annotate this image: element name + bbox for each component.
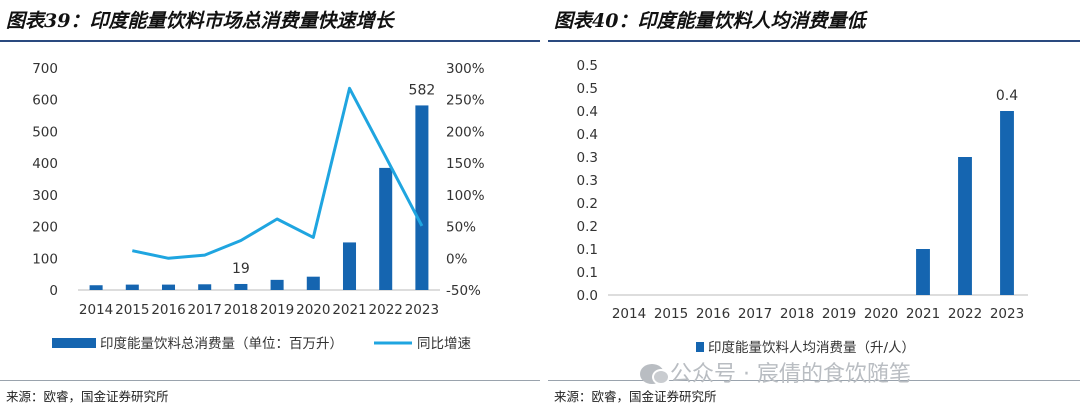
bar-data-label: 19	[232, 261, 250, 277]
left-source-text: 来源：欧睿，国金证券研究所	[6, 389, 169, 404]
x-tick-label: 2019	[260, 302, 294, 318]
bar-total-consumption	[125, 284, 139, 290]
bar-total-consumption	[89, 285, 103, 290]
y-tick-label: 0.3	[577, 150, 598, 166]
y-tick-label: 0.1	[577, 242, 598, 258]
left-y-tick-label: 200	[32, 220, 58, 236]
bar-data-label: 0.4	[996, 88, 1018, 104]
right-y-tick-label: 200%	[446, 124, 485, 140]
left-y-tick-label: 700	[32, 61, 58, 77]
right-y-tick-label: 250%	[446, 93, 485, 109]
right-y-tick-label: 150%	[446, 156, 485, 172]
y-tick-label: 0.0	[577, 288, 598, 304]
x-tick-label: 2018	[780, 306, 814, 322]
y-tick-label: 0.2	[577, 196, 598, 212]
x-tick-label: 2017	[738, 306, 772, 322]
left-source-rule	[0, 380, 540, 381]
y-tick-label: 0.2	[577, 219, 598, 235]
x-tick-label: 2023	[405, 302, 439, 318]
x-tick-label: 2021	[906, 306, 940, 322]
bar-total-consumption	[161, 284, 176, 290]
right-y-tick-label: 0%	[446, 251, 468, 267]
y-tick-label: 0.4	[577, 127, 598, 143]
x-tick-label: 2015	[654, 306, 688, 322]
x-tick-label: 2023	[990, 306, 1024, 322]
x-tick-label: 2020	[296, 302, 330, 318]
bar-per-capita-consumption	[1000, 111, 1014, 295]
legend-bar-swatch	[696, 342, 704, 352]
watermark: 公众号 · 宸倩的食饮随笔	[640, 356, 911, 388]
y-tick-label: 0.4	[577, 104, 598, 120]
legend-bar-swatch	[52, 338, 96, 348]
bar-per-capita-consumption	[958, 157, 972, 295]
right-title-rule	[548, 40, 1080, 42]
bar-total-consumption	[198, 284, 212, 290]
bar-total-consumption	[342, 242, 357, 290]
x-tick-label: 2016	[696, 306, 730, 322]
left-y-tick-label: 600	[32, 93, 58, 109]
x-tick-label: 2020	[864, 306, 898, 322]
left-title-rule	[0, 40, 540, 42]
right-source-rule	[548, 380, 1080, 381]
watermark-text: 公众号 · 宸倩的食饮随笔	[670, 362, 911, 387]
right-y-tick-label: -50%	[446, 283, 481, 299]
bar-total-consumption	[270, 279, 284, 290]
y-tick-label: 0.1	[577, 265, 598, 281]
right-chart-panel: 图表40：印度能量饮料人均消费量低 0.0 0.1 0.1 0.2 0.2 0.3 0.3 0…	[548, 0, 1080, 414]
legend-line-label: 同比增速	[417, 336, 471, 352]
x-tick-label: 2014	[612, 306, 646, 322]
bar-per-capita-consumption	[916, 249, 930, 295]
right-source-text: 来源：欧睿，国金证券研究所	[554, 389, 717, 404]
right-chart-svg: 0.0 0.1 0.1 0.2 0.2 0.3 0.3 0.4 0.4 0.5 0.5 2014 201…	[577, 58, 1028, 356]
x-tick-label: 2016	[151, 302, 185, 318]
x-tick-label: 2015	[115, 302, 149, 318]
y-tick-label: 0.5	[577, 81, 598, 97]
right-y-tick-label: 50%	[446, 220, 476, 236]
left-y-tick-label: 300	[32, 188, 58, 204]
right-y-tick-label: 100%	[446, 188, 485, 204]
right-y-tick-label: 300%	[446, 61, 485, 77]
left-y-tick-label: 0	[49, 283, 58, 299]
x-tick-label: 2018	[224, 302, 258, 318]
bar-total-consumption	[415, 105, 429, 291]
left-y-tick-label: 400	[32, 156, 58, 172]
right-chart-title: 图表40：印度能量饮料人均消费量低	[554, 10, 866, 32]
y-tick-label: 0.3	[577, 173, 598, 189]
x-tick-label: 2017	[188, 302, 222, 318]
legend-bar-label: 印度能量饮料人均消费量（升/人）	[708, 340, 915, 356]
left-chart-svg: 0 100 200 300 400 500 600 700 -50% 0% 50% 100% 150% 2…	[32, 61, 485, 352]
left-y-tick-label: 100	[32, 251, 58, 267]
x-tick-label: 2022	[948, 306, 982, 322]
x-tick-label: 2019	[822, 306, 856, 322]
legend-bar-label: 印度能量饮料总消费量（单位：百万升）	[100, 336, 343, 352]
left-chart-panel: 图表39：印度能量饮料市场总消费量快速增长 0 100 200 300 400 500 60…	[0, 10, 540, 404]
x-tick-label: 2022	[369, 302, 403, 318]
left-chart-title: 图表39：印度能量饮料市场总消费量快速增长	[6, 10, 394, 32]
wechat-icon	[640, 364, 670, 385]
bar-total-consumption	[379, 167, 393, 290]
bar-total-consumption	[306, 276, 320, 290]
x-tick-label: 2014	[79, 302, 113, 318]
bar-data-label: 582	[409, 82, 436, 98]
y-tick-label: 0.5	[577, 58, 598, 74]
bar-total-consumption	[234, 283, 248, 290]
x-tick-label: 2021	[332, 302, 366, 318]
left-y-tick-label: 500	[32, 124, 58, 140]
yoy-growth-line	[131, 86, 424, 260]
